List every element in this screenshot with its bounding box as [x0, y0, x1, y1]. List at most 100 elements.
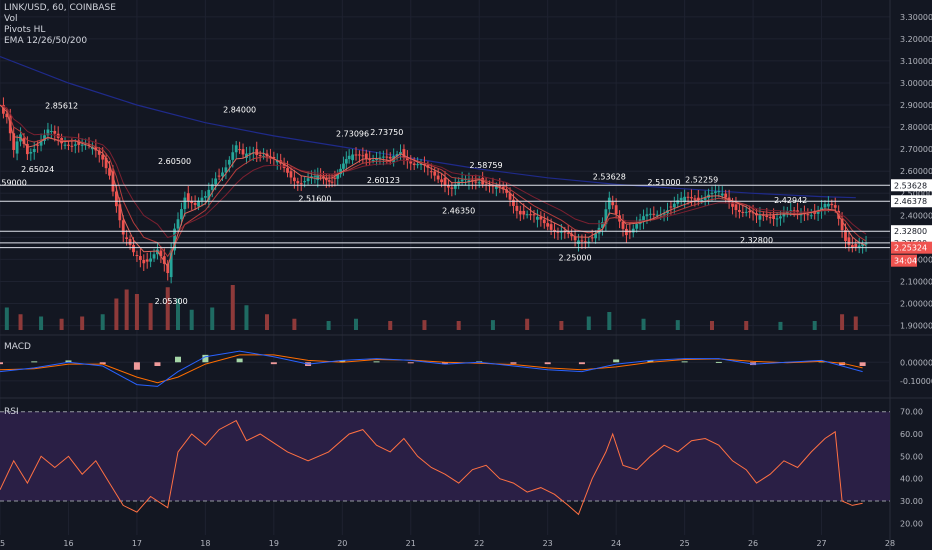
candle-body — [621, 221, 625, 229]
rsi-tick-label: 50.00 — [900, 452, 923, 461]
macd-tick-label: 0.00000 — [900, 358, 932, 367]
x-tick-label: 26 — [748, 539, 758, 548]
macd-histogram-bar — [647, 360, 654, 363]
candle-body — [399, 152, 402, 155]
volume-bar — [388, 321, 393, 330]
candle-body — [601, 222, 604, 228]
candle-body — [505, 189, 509, 193]
volume-bar — [124, 289, 129, 330]
volume-bar — [490, 320, 495, 330]
volume-bar — [210, 307, 215, 330]
candle-body — [717, 191, 721, 193]
candle-body — [135, 255, 139, 257]
candle-body — [518, 210, 522, 215]
x-tick-label: 18 — [200, 539, 210, 548]
candle-body — [248, 153, 252, 155]
pivot-label: 2.85612 — [45, 102, 78, 111]
candle-body — [423, 164, 426, 166]
candle-body — [655, 214, 659, 216]
candle-body — [324, 178, 328, 181]
candle-body — [217, 175, 221, 177]
candle-body — [436, 175, 440, 180]
candle-body — [118, 204, 122, 221]
candle-body — [347, 155, 351, 160]
level-tag-label: 2.25324 — [894, 244, 927, 253]
candle-body — [412, 163, 416, 166]
candle-body — [111, 171, 115, 192]
candle-body — [522, 210, 526, 215]
volume-bar — [354, 318, 358, 330]
candle-body — [381, 156, 385, 158]
symbol-title[interactable]: LINK/USD, 60, COINBASE — [4, 3, 116, 13]
macd-histogram-bar — [236, 358, 243, 363]
candle-body — [840, 218, 844, 231]
candle-body — [847, 237, 851, 246]
macd-histogram-bar — [133, 362, 140, 370]
macd-title: MACD — [4, 342, 31, 352]
y-tick-label: 3.20000 — [900, 35, 932, 44]
macd-signal-line — [0, 354, 863, 384]
candle-body — [642, 216, 645, 222]
candle-body — [368, 158, 372, 161]
x-tick-label: 16 — [63, 539, 73, 548]
candle-body — [159, 250, 163, 257]
candle-body — [744, 211, 748, 213]
candle-body — [686, 196, 690, 198]
candle-body — [193, 203, 197, 205]
volume-bar — [244, 305, 249, 330]
candle-body — [371, 160, 375, 162]
volume-bar — [80, 316, 85, 330]
y-tick-label: 3.00000 — [900, 79, 932, 88]
candle-body — [789, 210, 793, 212]
candle-body — [333, 177, 337, 179]
pivot-label: 2.42942 — [774, 196, 807, 205]
indicator-ema[interactable]: EMA 12/26/50/200 — [4, 36, 88, 46]
candle-body — [546, 223, 550, 227]
macd-histogram-bar — [65, 360, 72, 363]
candle-body — [590, 237, 594, 239]
macd-histogram-bar — [202, 354, 209, 363]
candle-body — [844, 230, 847, 241]
candle-body — [583, 241, 587, 243]
countdown-label: 34:04 — [894, 257, 917, 266]
candle-body — [566, 232, 570, 234]
candle-body — [53, 130, 57, 134]
candle-body — [183, 197, 187, 210]
candle-body — [169, 250, 173, 278]
candle-body — [203, 196, 207, 198]
x-tick-label: 15 — [0, 539, 5, 548]
candle-body — [108, 168, 111, 176]
indicator-vol[interactable]: Vol — [4, 14, 18, 24]
candle-body — [854, 243, 858, 247]
candle-body — [416, 164, 420, 166]
candle-body — [648, 213, 652, 215]
volume-bar — [165, 287, 170, 330]
candle-body — [73, 144, 77, 146]
candle-body — [224, 167, 228, 173]
candle-body — [186, 193, 190, 201]
candle-body — [245, 153, 248, 158]
rsi-title: RSI — [4, 407, 19, 417]
indicator-pivots[interactable]: Pivots HL — [4, 25, 46, 35]
candle-body — [15, 141, 19, 154]
candle-body — [419, 164, 423, 166]
candle-body — [43, 135, 46, 141]
volume-bar — [525, 318, 530, 330]
candle-body — [354, 154, 358, 156]
candle-body — [559, 231, 563, 233]
candle-body — [785, 211, 789, 214]
pivot-label: 2.73750 — [370, 128, 403, 137]
candle-body — [532, 214, 536, 216]
candle-body — [87, 144, 91, 146]
candle-body — [823, 203, 827, 208]
candle-body — [477, 182, 481, 184]
volume-bar — [176, 298, 180, 330]
volume-bar — [422, 320, 427, 330]
candle-body — [121, 220, 125, 235]
y-tick-label: 2.70000 — [900, 145, 932, 154]
candle-body — [676, 200, 680, 204]
rsi-band-fill — [0, 411, 890, 501]
candle-body — [149, 258, 153, 262]
candle-body — [39, 140, 43, 146]
